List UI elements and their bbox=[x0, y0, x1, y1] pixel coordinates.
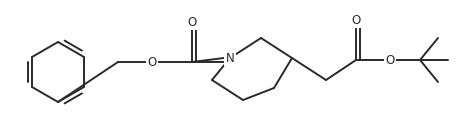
Text: N: N bbox=[226, 51, 234, 64]
Text: O: O bbox=[147, 55, 157, 68]
Text: O: O bbox=[351, 14, 360, 26]
Text: O: O bbox=[385, 54, 395, 67]
Text: O: O bbox=[187, 15, 196, 29]
